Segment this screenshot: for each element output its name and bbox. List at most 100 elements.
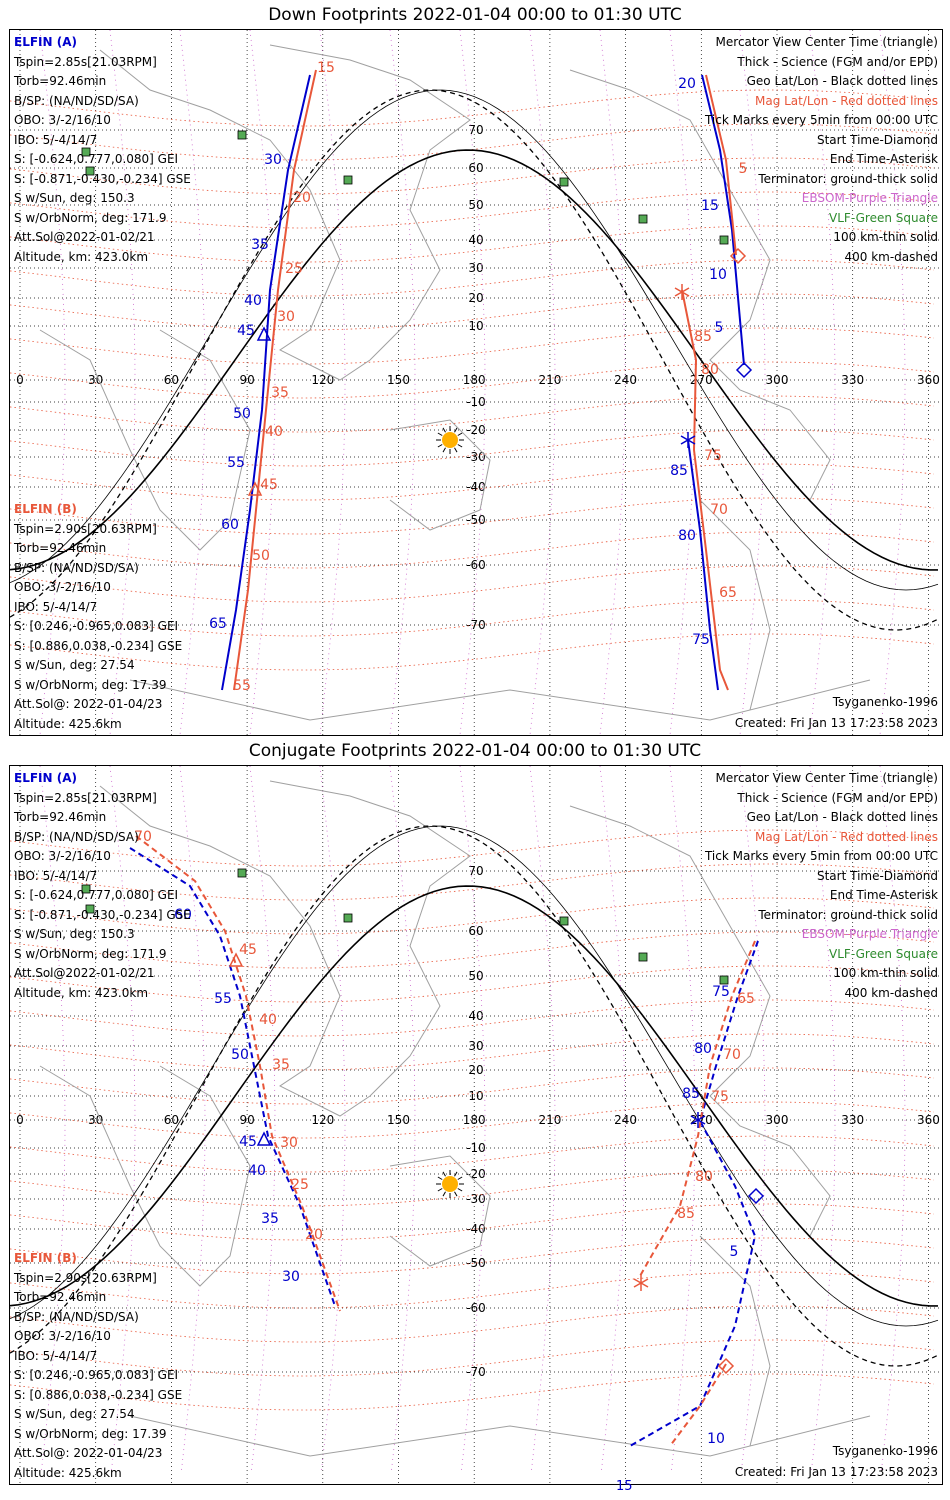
tick-label: 40 bbox=[265, 424, 283, 440]
elfin-b-south-track bbox=[681, 289, 729, 691]
lat-label: 30 bbox=[468, 1039, 483, 1053]
coastline bbox=[389, 1155, 491, 1267]
center-time-triangle-icon bbox=[228, 952, 244, 967]
info-line: S w/OrbNorm, deg: 17.39 bbox=[14, 1426, 167, 1441]
start-diamond-icon bbox=[717, 1357, 735, 1375]
mag-latitude-line bbox=[10, 1033, 935, 1071]
mag-latitude-line bbox=[10, 497, 935, 535]
green-square-icon bbox=[719, 235, 729, 245]
legend-mag: Mag Lat/Lon - Red dotted lines bbox=[754, 93, 938, 108]
info-line: S: [0.246,-0.965,0.083] GEI bbox=[14, 1368, 179, 1382]
elfin-b-name: ELFIN (B) bbox=[14, 502, 77, 516]
conjugate-footprints-panel: 0 30 60 90 120 150 180 210 240 270 300 330 360 70 60 50… bbox=[9, 765, 943, 1485]
coastline bbox=[389, 419, 491, 531]
green-square-icon bbox=[85, 166, 95, 176]
tick-label: 10 bbox=[707, 1431, 725, 1447]
mag-latitude-line bbox=[10, 897, 935, 935]
tick-label: 65 bbox=[737, 991, 755, 1007]
lon-label: 60 bbox=[164, 373, 179, 387]
info-line: B/SP: (NA/ND/SD/SA) bbox=[14, 1309, 139, 1324]
legend-ebsom: EBSOM-Purple Triangle bbox=[801, 191, 938, 205]
tick-label: 55 bbox=[214, 991, 232, 1007]
terminator-line bbox=[10, 89, 939, 631]
info-line: S: [-0.624,0.777,0.080] GEI bbox=[14, 152, 179, 166]
footprint-map: 0 30 60 90 120 150 180 210 240 270 300 330 360706050… bbox=[10, 766, 942, 1484]
mag-latitude-line bbox=[10, 259, 935, 297]
info-line: S w/Sun, deg: 27.54 bbox=[14, 658, 135, 672]
lon-label: 210 bbox=[538, 373, 561, 387]
info-line: S: [0.886,0.038,-0.234] GSE bbox=[14, 638, 183, 653]
info-line: Att.Sol@2022-01-02/21 bbox=[14, 966, 155, 980]
coastline bbox=[129, 1415, 871, 1457]
coastline bbox=[569, 805, 831, 1237]
tick-label: 65 bbox=[719, 585, 737, 601]
legend-100km: 100 km-thin solid bbox=[833, 966, 938, 980]
mag-latitude-line bbox=[10, 463, 935, 501]
end-asterisk-icon bbox=[690, 1112, 706, 1128]
lon-label: 270 bbox=[690, 1113, 713, 1127]
lat-label: 60 bbox=[468, 161, 483, 175]
legend-thick: Thick - Science (FGM and/or EPD) bbox=[737, 54, 938, 69]
lat-label: -60 bbox=[466, 558, 486, 572]
tick-label: 25 bbox=[291, 1177, 309, 1193]
lat-label: -70 bbox=[466, 1365, 486, 1379]
green-square-icon bbox=[85, 904, 95, 914]
info-line: Tspin=2.90s[20.63RPM] bbox=[14, 521, 157, 536]
tick-label: 30 bbox=[282, 1269, 300, 1285]
lat-label: -50 bbox=[466, 1256, 486, 1270]
coastline bbox=[39, 1065, 251, 1287]
bottom-tick-label: 15 bbox=[616, 1479, 633, 1494]
elfin-b-east-track bbox=[705, 74, 737, 256]
lat-label: 10 bbox=[468, 319, 483, 333]
elfin-b-name: ELFIN (B) bbox=[14, 1251, 77, 1265]
info-line: Tspin=2.85s[21.03RPM] bbox=[14, 790, 157, 805]
created-timestamp: Created: Fri Jan 13 17:23:58 2023 bbox=[734, 1465, 938, 1479]
mag-latitude-line bbox=[10, 1101, 935, 1139]
tick-label: 35 bbox=[271, 385, 289, 401]
green-square-icon bbox=[237, 130, 247, 140]
mag-latitude-line bbox=[10, 863, 935, 901]
info-line: Altitude, km: 423.0km bbox=[14, 985, 149, 1000]
tick-label: 85 bbox=[682, 1086, 700, 1102]
lon-label: 0 bbox=[16, 373, 24, 387]
lon-label: 240 bbox=[614, 373, 637, 387]
terminator-line bbox=[10, 89, 939, 591]
tick-label: 5 bbox=[730, 1244, 739, 1260]
tick-label: 55 bbox=[227, 455, 245, 471]
legend-vlf: VLF-Green Square bbox=[829, 946, 938, 961]
info-line: Att.Sol@2022-01-02/21 bbox=[14, 230, 155, 244]
tick-label: 70 bbox=[134, 829, 152, 845]
mag-latitude-line bbox=[10, 429, 935, 467]
info-line: B/SP: (NA/ND/SD/SA) bbox=[14, 93, 139, 108]
mag-latitude-line bbox=[10, 999, 935, 1037]
terminator-line bbox=[10, 825, 939, 1327]
coastline bbox=[569, 69, 831, 501]
info-line: S w/Sun, deg: 27.54 bbox=[14, 1407, 135, 1421]
terminator-line bbox=[10, 885, 938, 1307]
tick-label: 25 bbox=[285, 261, 303, 277]
lat-label: -10 bbox=[466, 395, 486, 409]
mag-latitude-line bbox=[10, 361, 935, 399]
info-line: Torb=92.46min bbox=[14, 541, 107, 555]
legend-terminator: Terminator: ground-thick solid bbox=[758, 907, 938, 922]
lat-label: 70 bbox=[468, 864, 483, 878]
tick-label: 45 bbox=[239, 942, 257, 958]
lon-label: 210 bbox=[538, 1113, 561, 1127]
mag-latitude-line bbox=[10, 395, 935, 433]
coastline bbox=[699, 1235, 771, 1447]
green-square-icon bbox=[559, 177, 569, 187]
lat-label: -30 bbox=[466, 1192, 486, 1206]
tick-label: 30 bbox=[280, 1135, 298, 1151]
info-line: S w/OrbNorm, deg: 171.9 bbox=[14, 946, 167, 961]
mag-latitude-line bbox=[10, 829, 935, 867]
legend-100km: 100 km-thin solid bbox=[833, 230, 938, 244]
legend-end: End Time-Asterisk bbox=[829, 152, 938, 166]
tick-label: 5 bbox=[739, 161, 748, 177]
lat-label: -20 bbox=[466, 1167, 486, 1181]
mag-latitude-line bbox=[10, 599, 935, 637]
info-line: Tspin=2.90s[20.63RPM] bbox=[14, 1270, 157, 1285]
tick-label: 85 bbox=[677, 1206, 695, 1222]
info-line: Altitude: 425.6km bbox=[14, 1465, 122, 1480]
lat-label: -50 bbox=[466, 513, 486, 527]
mag-latitude-line bbox=[10, 89, 935, 127]
